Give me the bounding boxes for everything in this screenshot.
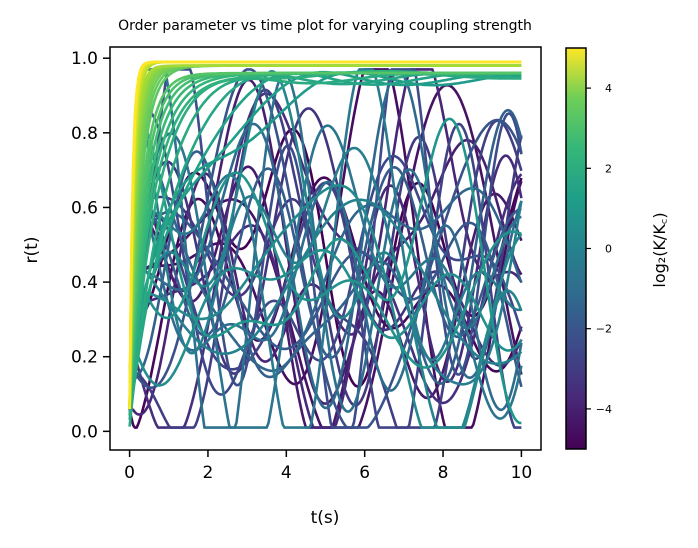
x-tick-label: 0 — [124, 463, 135, 483]
series-line — [128, 64, 522, 410]
x-tick-label: 8 — [438, 463, 449, 483]
x-tick-label: 6 — [359, 463, 370, 483]
colorbar-ticks: −4 −2 0 2 4 — [586, 82, 612, 416]
x-tick-label: 4 — [281, 463, 292, 483]
y-tick-label: 0.6 — [71, 198, 98, 218]
y-axis-label: r(t) — [22, 237, 42, 264]
series-line — [128, 68, 522, 429]
colorbar — [565, 47, 587, 450]
series-line — [128, 154, 523, 429]
y-axis-ticks: 0.0 0.2 0.4 0.6 0.8 1.0 — [71, 49, 110, 442]
colorbar-label: log₂(K/K꜀) — [650, 212, 669, 287]
y-tick-label: 0.4 — [71, 273, 98, 293]
y-tick-label: 0.2 — [71, 348, 98, 368]
colorbar-tick-label: 2 — [605, 162, 612, 175]
chart-title: Order parameter vs time plot for varying… — [118, 18, 532, 34]
series-line — [128, 70, 523, 410]
series-line — [128, 124, 523, 429]
series-line — [129, 68, 523, 416]
x-tick-label: 10 — [511, 463, 533, 483]
series-line — [128, 93, 523, 410]
y-tick-label: 1.0 — [71, 49, 98, 69]
colorbar-tick-label: −2 — [596, 323, 612, 336]
curves-layer — [128, 60, 523, 429]
series-line — [128, 117, 523, 410]
y-tick-label: 0.8 — [71, 124, 98, 144]
y-tick-label: 0.0 — [71, 422, 98, 442]
x-tick-label: 2 — [203, 463, 214, 483]
colorbar-tick-label: 0 — [605, 243, 612, 256]
x-axis-ticks: 0 2 4 6 8 10 — [124, 450, 532, 483]
series-line — [128, 71, 522, 410]
x-axis-label: t(s) — [311, 508, 340, 528]
plot-frame — [109, 46, 542, 451]
series-line — [128, 92, 523, 429]
colorbar-tick-label: 4 — [605, 82, 612, 95]
series-line — [128, 112, 522, 425]
series-line — [128, 60, 522, 410]
colorbar-tick-label: −4 — [596, 403, 612, 416]
series-line — [128, 69, 522, 416]
series-line — [128, 72, 522, 427]
series-line — [128, 171, 522, 410]
